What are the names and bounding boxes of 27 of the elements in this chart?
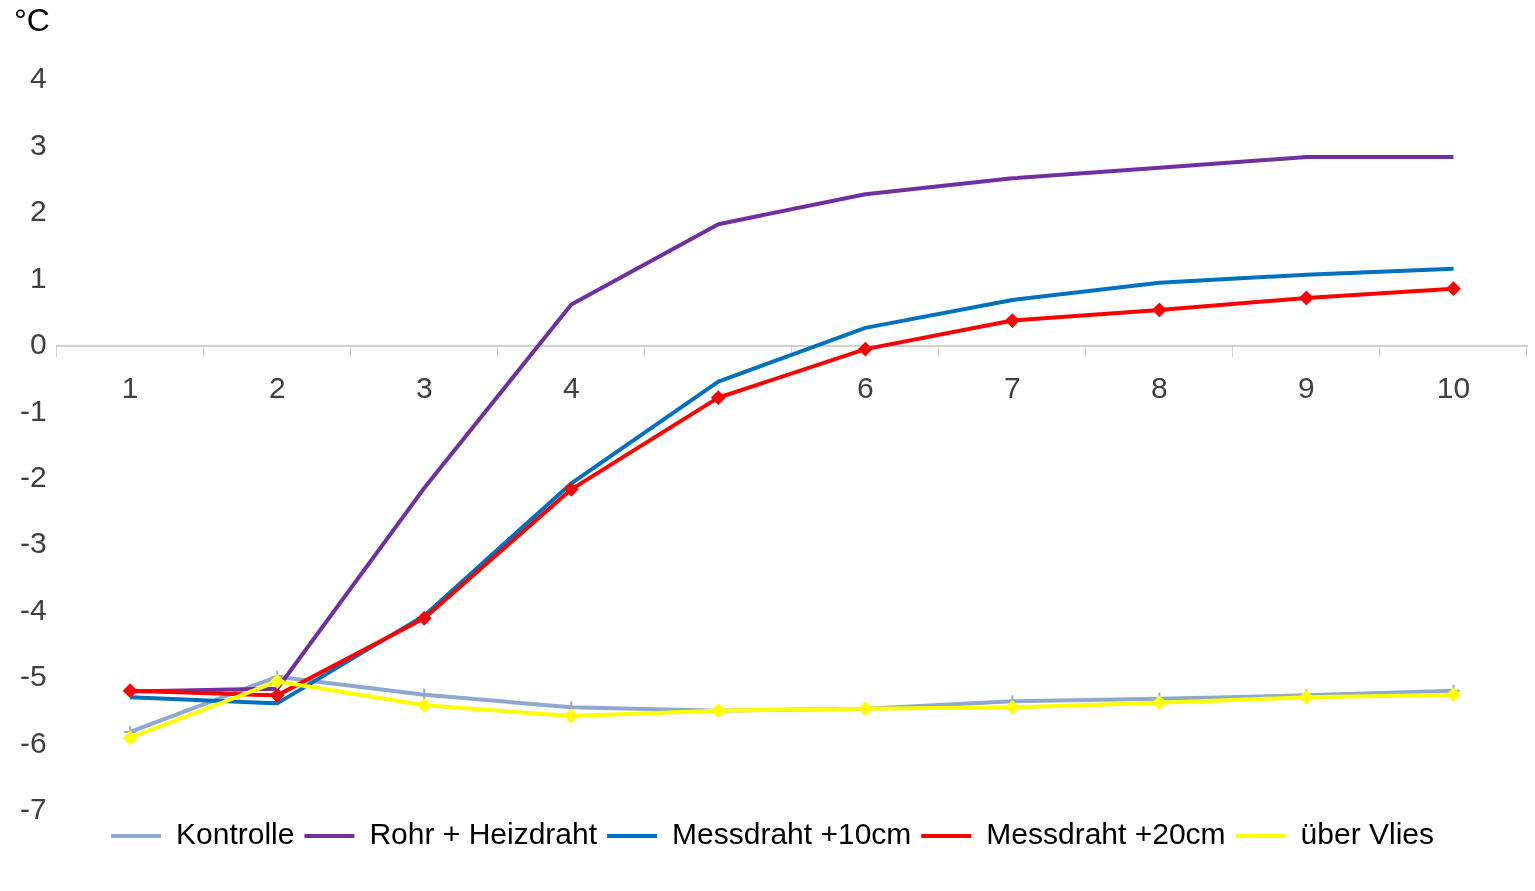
x-tick-label: 2	[268, 371, 286, 405]
y-tick-label: 4	[29, 61, 47, 95]
y-tick-label: -5	[19, 659, 47, 693]
legend-label: über Vlies	[1300, 817, 1434, 851]
legend-label: Messdraht +20cm	[986, 817, 1226, 851]
x-tick-label: 10	[1436, 371, 1471, 405]
x-tick-label: 9	[1298, 371, 1315, 405]
y-tick-label: -1	[19, 393, 47, 427]
x-tick-label: 3	[415, 371, 433, 405]
y-tick-label: 0	[29, 327, 47, 361]
legend-label: Messdraht +10cm	[672, 817, 912, 851]
y-tick-label: 3	[29, 127, 47, 161]
y-tick-label: -4	[19, 592, 47, 626]
x-tick-label: 6	[857, 371, 874, 405]
y-tick-label: -2	[19, 459, 47, 493]
y-tick-label: -7	[19, 792, 47, 826]
y-tick-label: -3	[19, 526, 47, 560]
legend-label: Kontrolle	[176, 817, 295, 851]
x-tick-label: 8	[1151, 371, 1168, 405]
x-tick-label: 7	[1004, 371, 1021, 405]
y-tick-label: 2	[29, 194, 47, 228]
y-axis-title: °C	[14, 1, 50, 38]
y-tick-label: -6	[19, 725, 47, 759]
y-tick-label: 1	[29, 260, 47, 294]
x-tick-label: 1	[121, 371, 139, 405]
x-tick-label: 4	[562, 371, 580, 405]
legend-label: Rohr + Heizdraht	[369, 817, 598, 851]
